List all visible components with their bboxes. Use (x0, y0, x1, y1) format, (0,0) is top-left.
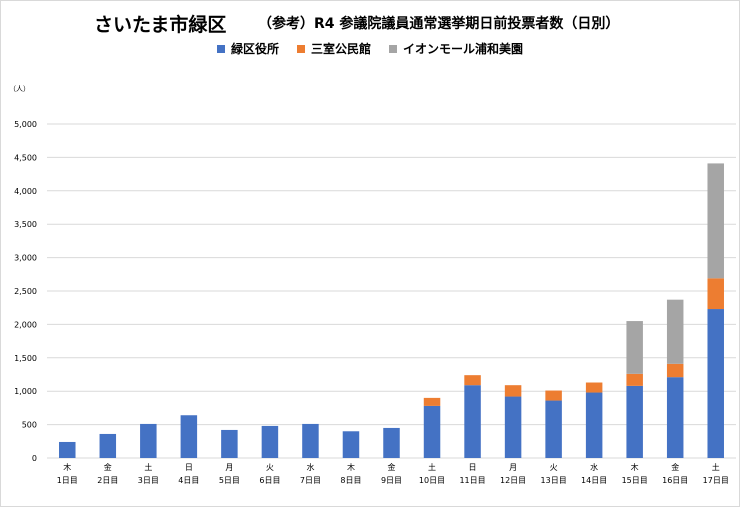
x-tick-weekday: 木 (347, 462, 355, 472)
x-tick-day: 2日目 (97, 476, 118, 485)
bar-segment-series1 (99, 433, 117, 458)
bar-segment-series1 (666, 377, 684, 458)
x-tick-day: 17日目 (703, 476, 729, 485)
bar-segment-series1 (140, 423, 157, 458)
bar-segment-series1 (707, 309, 724, 458)
x-tick-weekday: 月 (225, 463, 233, 472)
y-tick-label: 2,500 (14, 287, 37, 296)
x-tick-day: 10日目 (419, 476, 445, 485)
bar-segment-series1 (261, 425, 279, 458)
x-tick-day: 9日目 (381, 476, 402, 485)
bar-segment-series1 (545, 400, 562, 458)
x-tick-weekday: 日 (469, 463, 477, 472)
x-tick-day: 12日目 (500, 476, 526, 485)
x-tick-day: 1日目 (57, 476, 78, 485)
y-tick-label: 1,500 (14, 354, 37, 363)
bar-segment-series2 (707, 278, 724, 310)
x-tick-day: 11日目 (459, 476, 485, 485)
bar-segment-series2 (464, 375, 481, 386)
bar-segment-series1 (464, 385, 481, 458)
chart-title-main: さいたま市緑区 (94, 14, 227, 36)
x-tick-day: 8日目 (340, 476, 361, 485)
x-tick-day: 15日目 (622, 476, 648, 485)
x-tick-weekday: 日 (185, 463, 193, 472)
legend-label-series2: 三室公民館 (310, 42, 371, 56)
bar-segment-series1 (302, 423, 319, 458)
bar-segment-series1 (504, 396, 522, 458)
bar-segment-series2 (585, 382, 603, 393)
x-tick-day: 16日目 (662, 476, 688, 485)
x-tick-day: 4日目 (178, 476, 199, 485)
bar-segment-series2 (504, 385, 522, 397)
x-tick-weekday: 土 (712, 462, 720, 472)
y-tick-label: 0 (32, 454, 37, 463)
bar-segment-series2 (423, 397, 441, 406)
x-tick-weekday: 月 (509, 463, 517, 472)
bar-segment-series2 (545, 390, 562, 401)
y-tick-label: 4,500 (14, 153, 37, 162)
y-tick-label: 5,000 (14, 120, 37, 129)
legend: 緑区役所 三室公民館 イオンモール浦和美園 (0, 40, 740, 57)
bar-segment-series3 (626, 321, 643, 374)
x-tick-weekday: 木 (63, 462, 71, 472)
legend-swatch-series1 (216, 44, 225, 53)
legend-label-series3: イオンモール浦和美園 (403, 42, 524, 56)
y-tick-label: 3,000 (14, 254, 37, 263)
y-axis-unit-label: （人） (9, 85, 30, 93)
x-tick-weekday: 水 (590, 462, 598, 472)
y-tick-label: 1,000 (14, 387, 37, 396)
bar-segment-series1 (383, 427, 400, 458)
x-tick-weekday: 木 (631, 462, 639, 472)
bar-segment-series1 (180, 415, 198, 458)
bar-segment-series1 (59, 441, 76, 458)
x-tick-weekday: 火 (550, 463, 558, 472)
x-tick-weekday: 土 (428, 462, 436, 472)
x-tick-day: 3日目 (138, 476, 159, 485)
y-tick-label: 500 (22, 421, 37, 430)
x-tick-day: 13日目 (541, 476, 567, 485)
x-tick-weekday: 水 (306, 462, 314, 472)
legend-swatch-series3 (389, 44, 397, 53)
legend-label-series1: 緑区役所 (230, 42, 279, 56)
bar-segment-series1 (585, 392, 603, 458)
y-tick-label: 2,000 (14, 320, 37, 329)
x-tick-day: 7日目 (300, 476, 321, 485)
x-tick-day: 5日目 (219, 476, 240, 485)
bar-segment-series1 (626, 385, 643, 458)
bar-segment-series1 (221, 429, 238, 458)
legend-item-series2: 三室公民館 (296, 40, 371, 57)
x-tick-day: 6日目 (259, 476, 280, 485)
x-tick-weekday: 金 (671, 462, 679, 472)
x-tick-weekday: 火 (266, 463, 274, 472)
bar-segment-series1 (342, 431, 360, 458)
x-tick-weekday: 金 (104, 462, 112, 472)
y-tick-label: 3,500 (14, 220, 37, 229)
bar-segment-series2 (666, 363, 684, 378)
bar-segment-series1 (423, 405, 441, 458)
x-tick-weekday: 土 (144, 462, 152, 472)
x-tick-weekday: 金 (388, 462, 396, 472)
legend-item-series3: イオンモール浦和美園 (389, 40, 523, 57)
bar-segment-series3 (707, 163, 724, 279)
legend-item-series1: 緑区役所 (216, 40, 279, 57)
bar-segment-series2 (626, 373, 643, 386)
legend-swatch-series2 (296, 44, 305, 53)
bar-segment-series3 (666, 299, 684, 364)
y-tick-label: 4,000 (14, 187, 37, 196)
x-tick-day: 14日目 (581, 476, 607, 485)
chart-title-sub: （参考）R4 参議院議員通常選挙期日前投票者数（日別） (258, 16, 620, 32)
